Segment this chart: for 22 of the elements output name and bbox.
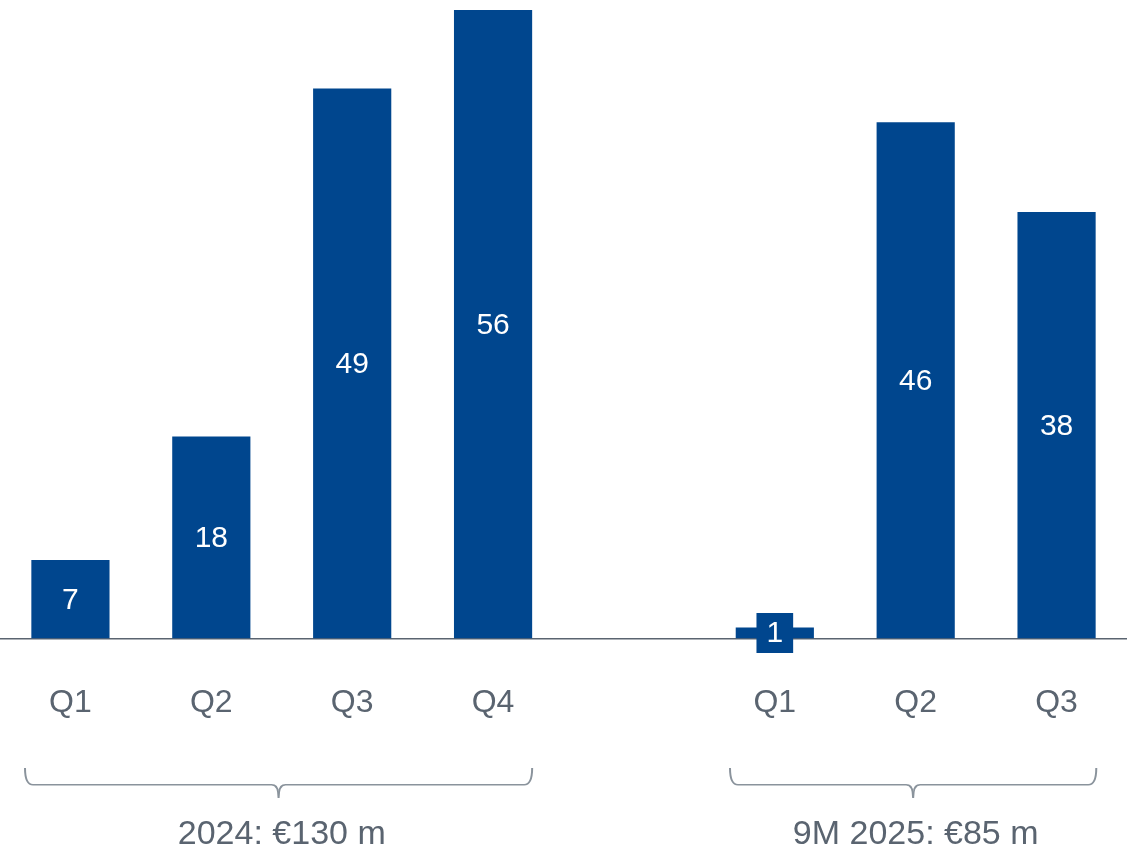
data-label: 38 <box>1039 407 1074 441</box>
text: 9M 2025: €85 m <box>792 813 1039 852</box>
bar <box>453 10 533 639</box>
x-tick-label: Q1 <box>49 682 92 719</box>
data-label: 49 <box>335 345 369 379</box>
bar <box>31 560 110 639</box>
x-tick-label: Q4 <box>471 682 515 719</box>
bar <box>172 436 251 639</box>
data-label: 18 <box>194 519 228 553</box>
text: 2024: €130 m <box>177 813 386 852</box>
data-label: 56 <box>476 306 510 340</box>
x-tick-label: Q2 <box>894 682 938 719</box>
x-tick-label: Q2 <box>189 682 233 719</box>
x-tick-label: Q1 <box>753 682 797 719</box>
data-label: 1 <box>766 615 784 649</box>
x-tick-label: Q3 <box>1035 682 1078 719</box>
data-label: 46 <box>899 362 933 396</box>
x-tick-label: Q3 <box>330 682 374 719</box>
bar <box>1017 212 1096 639</box>
bar <box>313 88 392 639</box>
data-label: 7 <box>62 581 79 615</box>
bar <box>876 122 955 639</box>
